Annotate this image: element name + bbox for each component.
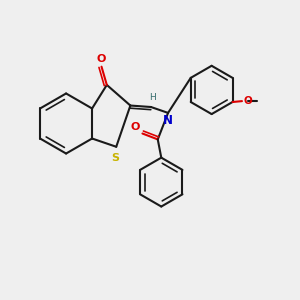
Text: S: S bbox=[112, 153, 120, 163]
Text: N: N bbox=[163, 114, 173, 128]
Text: O: O bbox=[97, 54, 106, 64]
Text: H: H bbox=[149, 93, 155, 102]
Text: O: O bbox=[243, 95, 252, 106]
Text: O: O bbox=[131, 122, 140, 132]
